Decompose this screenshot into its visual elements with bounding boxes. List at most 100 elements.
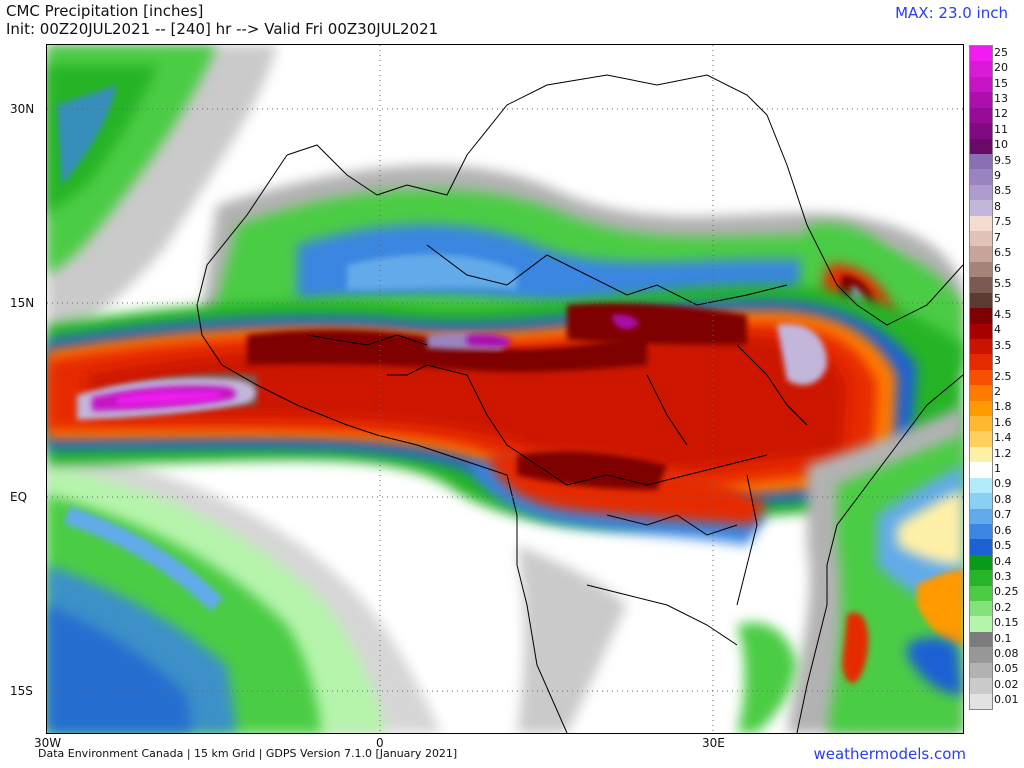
colorbar-swatch — [970, 416, 992, 432]
colorbar-swatch — [970, 200, 992, 217]
lat-label-15n: 15N — [10, 296, 35, 310]
nw-atlantic-precip — [47, 45, 277, 345]
colorbar-swatch — [970, 261, 992, 278]
colorbar-label: 5.5 — [994, 276, 1012, 290]
colorbar-label: 0.8 — [994, 492, 1012, 506]
colorbar-label: 0.6 — [994, 523, 1012, 537]
map-title-line2: Init: 00Z20JUL2021 -- [240] hr --> Valid… — [6, 20, 439, 38]
colorbar-swatch — [970, 138, 992, 155]
colorbar-label: 4.5 — [994, 307, 1012, 321]
colorbar-swatch — [970, 570, 992, 587]
colorbar-swatch — [970, 446, 992, 463]
colorbar-label: 4 — [994, 323, 1001, 337]
colorbar-label: 11 — [994, 122, 1008, 136]
colorbar-label: 2.5 — [994, 369, 1012, 383]
colorbar-swatch — [970, 369, 992, 386]
colorbar-label: 0.05 — [994, 662, 1019, 676]
lat-label-eq: EQ — [10, 490, 28, 504]
colorbar-label: 6 — [994, 261, 1001, 275]
colorbar-swatch — [970, 169, 992, 186]
colorbar-label: 9.5 — [994, 153, 1012, 167]
colorbar-label: 3.5 — [994, 338, 1012, 352]
colorbar-swatch — [970, 338, 992, 355]
colorbar-swatch — [970, 539, 992, 556]
colorbar-swatch — [970, 123, 992, 139]
precipitation-map[interactable] — [46, 44, 964, 734]
colorbar-swatch — [970, 678, 992, 695]
colorbar-label: 0.01 — [994, 693, 1019, 707]
data-source-credit: Data Environment Canada | 15 km Grid | G… — [38, 747, 458, 760]
colorbar-swatch — [970, 231, 992, 247]
colorbar-label: 2 — [994, 384, 1001, 398]
colorbar-label: 13 — [994, 91, 1008, 105]
colorbar-label: 0.3 — [994, 569, 1012, 583]
colorbar-label: 6.5 — [994, 246, 1012, 260]
colorbar-label: 15 — [994, 76, 1008, 90]
lon-label-30e: 30E — [702, 736, 725, 750]
website-link[interactable]: weathermodels.com — [813, 745, 966, 763]
colorbar-label: 8.5 — [994, 184, 1012, 198]
colorbar-swatch — [970, 462, 992, 479]
colorbar-swatch — [970, 631, 992, 648]
colorbar-label: 5 — [994, 292, 1001, 306]
colorbar-swatch — [970, 153, 992, 170]
lat-label-30n: 30N — [10, 102, 35, 116]
colorbar-swatch — [970, 431, 992, 448]
map-title-line1: CMC Precipitation [inches] — [6, 2, 204, 20]
indian-ocean-precip — [787, 405, 963, 733]
colorbar-label: 0.15 — [994, 616, 1019, 630]
coastlines — [196, 74, 963, 733]
colorbar-swatch — [970, 662, 992, 679]
colorbar-swatch — [970, 184, 992, 201]
colorbar-label: 1.2 — [994, 446, 1012, 460]
lat-label-15s: 15S — [10, 684, 33, 698]
colorbar-label: 1.4 — [994, 431, 1012, 445]
colorbar-label: 7.5 — [994, 215, 1012, 229]
lon-label-0: 0 — [376, 736, 384, 750]
colorbar-label: 0.08 — [994, 647, 1019, 661]
colorbar-swatch — [970, 693, 992, 710]
colorbar-swatch — [970, 616, 992, 633]
colorbar-label: 0.02 — [994, 677, 1019, 691]
colorbar-label: 1.6 — [994, 415, 1012, 429]
colorbar-swatch — [970, 76, 992, 93]
colorbar-swatch — [970, 277, 992, 294]
colorbar-swatch — [970, 215, 992, 232]
colorbar-swatch — [970, 601, 992, 617]
colorbar-swatch — [970, 508, 992, 525]
colorbar-label: 0.1 — [994, 631, 1012, 645]
colorbar-label: 12 — [994, 107, 1008, 121]
colorbar-swatch — [970, 477, 992, 494]
colorbar-swatch — [970, 107, 992, 124]
lon-label-30w: 30W — [34, 736, 62, 750]
colorbar-label: 0.2 — [994, 600, 1012, 614]
colorbar-label: 7 — [994, 230, 1001, 244]
colorbar-swatch — [970, 523, 992, 540]
colorbar-swatch — [970, 323, 992, 340]
max-value-label: MAX: 23.0 inch — [895, 4, 1008, 22]
southern-africa-precip — [517, 545, 797, 733]
colorbar-swatch — [970, 385, 992, 402]
colorbar-swatch — [970, 61, 992, 78]
colorbar-label: 0.4 — [994, 554, 1012, 568]
colorbar-swatch — [970, 400, 992, 417]
colorbar-swatch — [970, 354, 992, 371]
colorbar-label: 0.5 — [994, 539, 1012, 553]
colorbar-label: 9 — [994, 169, 1001, 183]
precipitation-colorbar — [969, 45, 993, 710]
colorbar-label: 0.25 — [994, 585, 1019, 599]
colorbar-swatch — [970, 92, 992, 109]
colorbar-swatch — [970, 46, 992, 62]
colorbar-label: 3 — [994, 354, 1001, 368]
guinea-rainfall-max — [77, 314, 827, 420]
colorbar-label: 20 — [994, 61, 1008, 75]
colorbar-swatch — [970, 647, 992, 664]
colorbar-label: 0.9 — [994, 477, 1012, 491]
colorbar-label: 0.7 — [994, 508, 1012, 522]
map-canvas — [47, 45, 963, 733]
sw-atlantic-precip — [47, 445, 442, 733]
itcz-rain-band — [47, 285, 963, 528]
colorbar-label: 1 — [994, 462, 1001, 475]
colorbar-swatch — [970, 585, 992, 602]
colorbar-swatch — [970, 292, 992, 309]
